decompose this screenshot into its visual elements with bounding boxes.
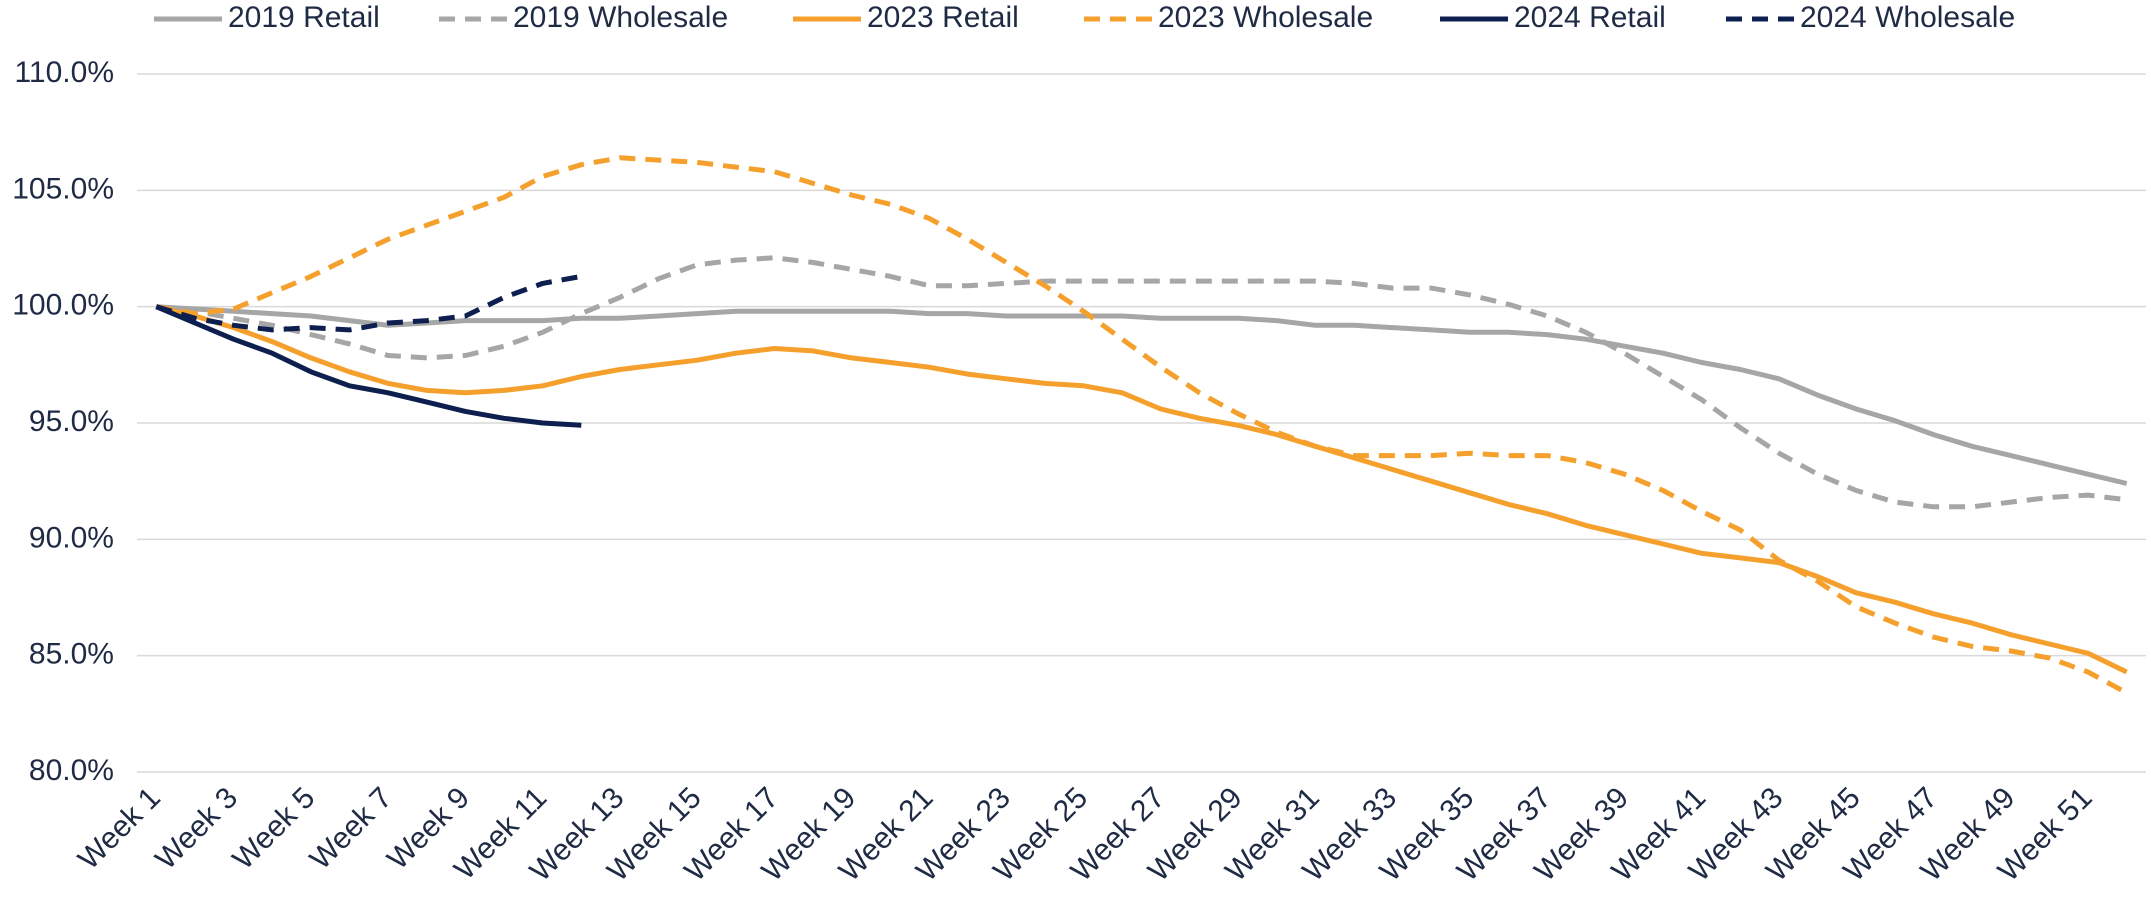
x-tick-label: Week 5 bbox=[227, 781, 322, 876]
y-tick-label: 100.0% bbox=[12, 289, 114, 322]
legend-label: 2023 Retail bbox=[867, 1, 1019, 34]
y-tick-label: 110.0% bbox=[14, 56, 114, 89]
legend-label: 2024 Wholesale bbox=[1800, 1, 2015, 34]
x-tick-label: Week 1 bbox=[72, 781, 167, 876]
y-tick-label: 105.0% bbox=[12, 172, 114, 205]
x-tick-label: Week 7 bbox=[304, 781, 399, 876]
y-tick-label: 90.0% bbox=[29, 521, 114, 554]
series-line bbox=[155, 155, 2128, 696]
series-line bbox=[156, 304, 2128, 486]
legend-label: 2024 Retail bbox=[1514, 1, 1666, 34]
legend-label: 2019 Retail bbox=[228, 1, 380, 34]
x-tick-label: Week 3 bbox=[149, 781, 244, 876]
y-tick-label: 85.0% bbox=[29, 638, 114, 671]
legend-label: 2019 Wholesale bbox=[513, 1, 728, 34]
series-line bbox=[156, 255, 2128, 510]
series-line bbox=[155, 304, 2128, 675]
series-line bbox=[155, 273, 582, 333]
series-line bbox=[155, 304, 582, 428]
y-tick-label: 80.0% bbox=[29, 754, 114, 787]
y-tick-label: 95.0% bbox=[29, 405, 114, 438]
legend-label: 2023 Wholesale bbox=[1158, 1, 1373, 34]
